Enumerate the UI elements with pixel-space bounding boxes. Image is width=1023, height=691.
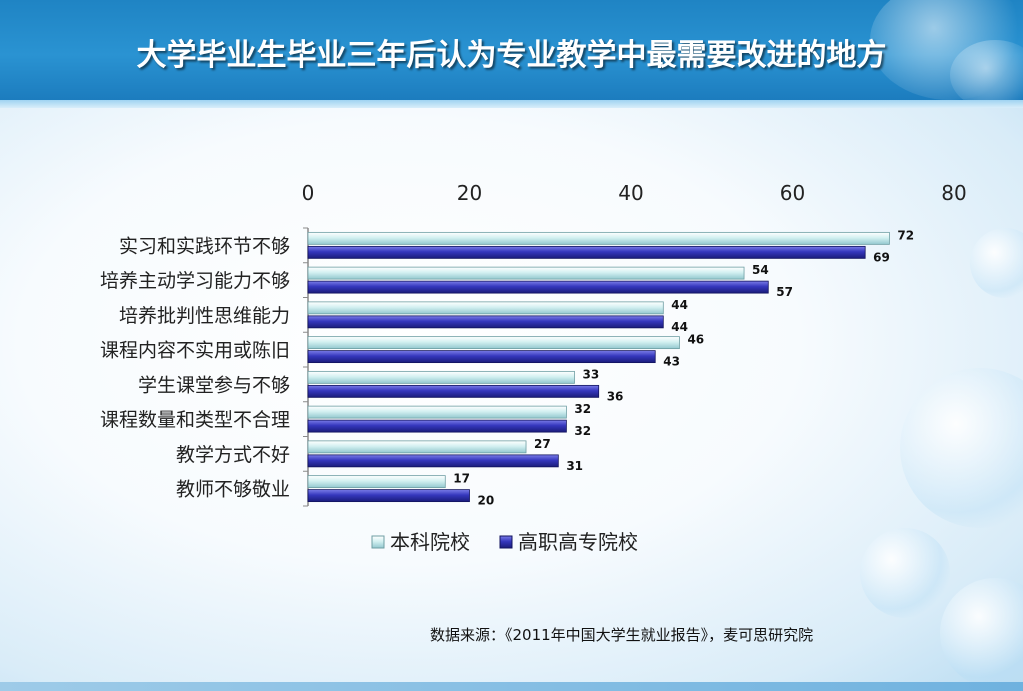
- footer-bar: [0, 682, 1023, 691]
- category-label: 课程数量和类型不合理: [100, 409, 290, 431]
- page-title: 大学毕业生毕业三年后认为专业教学中最需要改进的地方: [136, 38, 887, 73]
- data-source-note: 数据来源：《2011年中国大学生就业报告》，麦可思研究院: [430, 626, 814, 644]
- data-label: 46: [687, 333, 704, 347]
- category-label: 培养批判性思维能力: [119, 305, 290, 327]
- data-label: 69: [873, 250, 890, 264]
- content-panel: [0, 108, 1023, 691]
- category-label: 学生课堂参与不够: [138, 374, 290, 396]
- bar-series2: [307, 419, 567, 433]
- bar-series1: [307, 440, 527, 454]
- chart-legend: 本科院校 高职高专院校: [371, 530, 638, 554]
- legend-label: 高职高专院校: [518, 530, 638, 554]
- bar-series2: [307, 280, 769, 294]
- data-label: 43: [663, 355, 680, 369]
- bar-series1: [307, 266, 745, 280]
- bar-series1: [307, 475, 446, 489]
- bar-series1: [307, 405, 567, 419]
- bar-series2: [307, 489, 470, 503]
- header-banner: 大学毕业生毕业三年后认为专业教学中最需要改进的地方: [0, 0, 1023, 100]
- category-label: 实习和实践环节不够: [119, 235, 290, 257]
- x-tick-label: 40: [618, 181, 643, 205]
- bar-series1: [307, 231, 890, 245]
- data-label: 54: [752, 263, 769, 277]
- x-tick-label: 0: [302, 181, 315, 205]
- bar-series2: [307, 454, 559, 468]
- legend-swatch: [371, 535, 385, 549]
- data-label: 36: [607, 389, 624, 403]
- bar-series2: [307, 384, 600, 398]
- x-tick-label: 80: [941, 181, 966, 205]
- bar-series1: [307, 336, 680, 350]
- chart-labels: 实习和实践环节不够 72 69 培养主动学习能力不够 54 57 培养批判性思维能力 44 44…: [100, 228, 914, 507]
- data-label: 27: [534, 437, 551, 451]
- category-label: 教学方式不好: [176, 444, 290, 466]
- chart-bars: [307, 231, 890, 503]
- data-label: 20: [478, 494, 495, 508]
- bar-series2: [307, 245, 866, 259]
- category-label: 课程内容不实用或陈旧: [100, 340, 290, 362]
- bar-series1: [307, 301, 664, 315]
- data-label: 44: [671, 320, 688, 334]
- category-label: 培养主动学习能力不够: [100, 270, 290, 292]
- bar-series2: [307, 350, 656, 364]
- legend-swatch: [499, 535, 513, 549]
- data-label: 57: [776, 285, 793, 299]
- data-label: 72: [897, 228, 914, 242]
- data-label: 17: [453, 472, 470, 486]
- data-label: 32: [574, 424, 591, 438]
- header-divider: [0, 100, 1023, 108]
- data-label: 32: [574, 402, 591, 416]
- data-label: 31: [566, 459, 583, 473]
- bar-series2: [307, 315, 664, 329]
- bar-series1: [307, 370, 575, 384]
- data-label: 44: [671, 298, 688, 312]
- x-tick-label: 60: [780, 181, 805, 205]
- x-tick-label: 20: [457, 181, 482, 205]
- data-label: 33: [582, 367, 599, 381]
- category-label: 教师不够敬业: [176, 479, 290, 501]
- legend-label: 本科院校: [390, 530, 470, 554]
